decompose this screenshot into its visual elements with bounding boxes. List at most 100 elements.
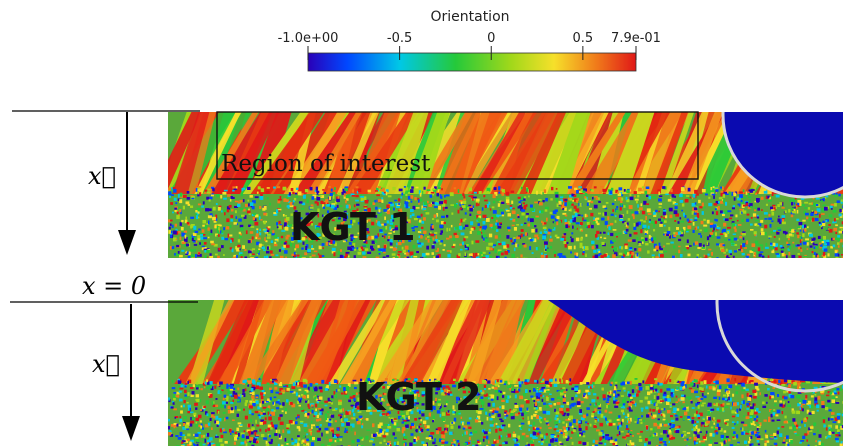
- powder-speck: [648, 384, 651, 387]
- powder-speck: [464, 206, 469, 209]
- powder-speck: [232, 391, 236, 395]
- powder-speck: [338, 399, 342, 403]
- powder-speck: [229, 247, 233, 250]
- powder-speck: [666, 242, 670, 245]
- powder-speck: [596, 230, 600, 234]
- powder-speck: [233, 402, 236, 405]
- powder-speck: [599, 422, 604, 427]
- powder-speck: [697, 246, 701, 249]
- powder-speck: [168, 187, 171, 191]
- powder-speck: [678, 238, 682, 242]
- powder-speck: [835, 434, 839, 437]
- powder-speck: [365, 248, 369, 251]
- powder-speck: [413, 438, 416, 443]
- powder-speck: [234, 256, 237, 258]
- powder-speck: [829, 391, 833, 395]
- powder-speck: [734, 378, 737, 382]
- powder-speck: [718, 201, 720, 204]
- powder-speck: [657, 189, 661, 194]
- powder-speck: [605, 202, 609, 204]
- powder-speck: [279, 196, 282, 200]
- powder-speck: [171, 379, 174, 383]
- powder-speck: [641, 191, 644, 193]
- powder-speck: [202, 224, 205, 227]
- powder-speck: [222, 192, 227, 195]
- powder-speck: [748, 199, 751, 203]
- powder-speck: [398, 208, 403, 212]
- powder-speck: [837, 242, 840, 245]
- powder-speck: [328, 196, 332, 200]
- powder-speck: [578, 187, 581, 190]
- powder-speck: [725, 248, 728, 252]
- powder-speck: [778, 215, 780, 218]
- powder-speck: [510, 413, 513, 417]
- powder-speck: [493, 187, 497, 191]
- colorbar-tick-label: 0.5: [573, 31, 594, 46]
- powder-speck: [254, 221, 259, 226]
- powder-speck: [572, 200, 574, 202]
- powder-speck: [457, 209, 460, 214]
- powder-speck: [395, 204, 400, 208]
- powder-speck: [671, 194, 675, 198]
- powder-speck: [753, 231, 757, 235]
- powder-speck: [395, 203, 398, 205]
- powder-speck: [360, 195, 364, 198]
- powder-speck: [575, 394, 578, 398]
- powder-speck: [496, 214, 498, 217]
- powder-speck: [360, 389, 363, 392]
- powder-speck: [417, 242, 422, 245]
- powder-speck: [228, 234, 233, 237]
- powder-speck: [439, 233, 443, 235]
- powder-speck: [823, 248, 828, 252]
- powder-speck: [336, 219, 340, 222]
- grain: [581, 112, 646, 194]
- powder-speck: [426, 189, 431, 192]
- powder-speck: [747, 193, 750, 196]
- powder-speck: [582, 252, 585, 256]
- powder-speck: [284, 437, 287, 442]
- powder-speck: [576, 190, 579, 194]
- powder-speck: [280, 444, 284, 446]
- powder-speck: [392, 229, 395, 231]
- powder-speck: [402, 236, 405, 238]
- powder-speck: [447, 392, 450, 396]
- powder-speck: [352, 392, 355, 396]
- powder-speck: [489, 247, 493, 251]
- powder-speck: [498, 444, 502, 446]
- powder-speck: [567, 237, 570, 240]
- powder-speck: [377, 403, 379, 405]
- powder-speck: [423, 186, 426, 190]
- powder-speck: [279, 405, 283, 408]
- powder-speck: [720, 404, 724, 407]
- powder-speck: [401, 421, 406, 424]
- powder-speck: [835, 192, 838, 197]
- powder-speck: [735, 391, 739, 395]
- powder-speck: [243, 430, 246, 433]
- powder-speck: [598, 250, 601, 253]
- powder-speck: [761, 209, 763, 211]
- powder-speck: [810, 240, 813, 243]
- powder-speck: [346, 227, 349, 230]
- powder-speck: [413, 255, 418, 258]
- powder-speck: [453, 417, 457, 422]
- powder-speck: [676, 387, 680, 389]
- powder-speck: [285, 256, 287, 258]
- powder-speck: [546, 248, 550, 253]
- powder-speck: [410, 254, 413, 258]
- powder-speck: [480, 254, 485, 258]
- powder-speck: [695, 425, 698, 429]
- powder-speck: [277, 199, 281, 204]
- powder-speck: [179, 254, 183, 258]
- powder-speck: [513, 408, 517, 411]
- powder-speck: [303, 395, 307, 399]
- powder-speck: [389, 236, 392, 238]
- powder-speck: [204, 250, 207, 253]
- powder-speck: [814, 210, 818, 215]
- powder-speck: [416, 251, 419, 254]
- powder-speck: [686, 438, 689, 441]
- powder-speck: [329, 192, 333, 196]
- powder-speck: [196, 216, 200, 219]
- powder-speck: [691, 428, 694, 431]
- powder-speck: [768, 199, 772, 202]
- powder-speck: [679, 232, 684, 237]
